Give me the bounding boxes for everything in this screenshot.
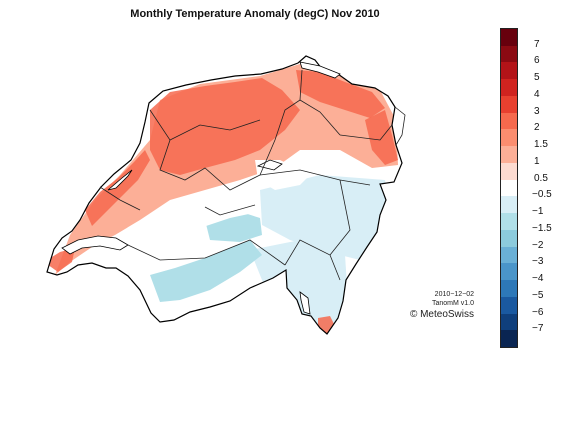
legend-swatch [501,196,517,214]
temperature-anomaly-map [46,55,406,335]
legend-label: −2 [532,239,544,251]
legend-label: −3 [532,256,544,268]
legend-label: 5 [534,72,540,84]
legend-swatch [501,162,517,181]
legend-label: −0.5 [532,189,552,201]
legend-swatch [501,95,517,114]
legend-label: 6 [534,55,540,67]
lake-geneva [61,235,129,255]
lake-maggiore [299,291,311,315]
cantonal-borders [99,69,393,281]
anomaly-zone-cool-light [260,175,395,260]
legend-swatch [501,280,517,298]
color-legend [500,28,518,348]
anomaly-zone-warm-jura [85,150,150,226]
national-border [46,55,403,335]
anomaly-zone-warm-geneva [47,248,75,272]
legend-swatch [501,112,517,130]
map-metadata: 2010−12−02 TanomM v1.0 © MeteoSwiss [388,290,474,321]
copyright-notice: © MeteoSwiss [409,309,474,320]
legend-swatch [501,229,517,248]
map-title: Monthly Temperature Anomaly (degC) Nov 2… [130,8,380,20]
neighbor-country-outline [394,106,406,146]
legend-label: 4 [534,88,540,100]
anomaly-zone-cool-valais [150,240,262,302]
product-version: TanomM v1.0 [431,300,474,307]
legend-swatch [501,45,517,63]
anomaly-zone-warm-north [150,78,300,175]
legend-swatch [501,29,517,47]
legend-swatch [501,62,517,80]
legend-label: 7 [534,38,540,50]
legend-label: 1.5 [534,139,548,151]
legend-label: 0.5 [534,172,548,184]
legend-label: 3 [534,105,540,117]
legend-label: −1.5 [532,222,552,234]
legend-label: −5 [532,289,544,301]
legend-swatch [501,330,517,348]
legend-swatch [501,129,517,147]
lake-constance [299,61,341,79]
anomaly-zone-mild-north [55,64,398,275]
legend-swatch [501,313,517,331]
anomaly-zone-warm-east [296,70,385,118]
legend-label: −6 [532,306,544,318]
legend-swatch [501,146,517,164]
issue-date: 2010−12−02 [434,291,474,298]
legend-swatch [501,179,517,197]
legend-swatch [501,79,517,97]
legend-label: −4 [532,273,544,285]
legend-swatch [501,296,517,315]
legend-label: −1 [532,206,544,218]
legend-swatch [501,246,517,264]
legend-label: −7 [532,323,544,335]
legend-label: 2 [534,122,540,134]
legend-label: 1 [534,155,540,167]
legend-swatch [501,263,517,281]
legend-swatch [501,213,517,231]
legend-labels: 7 6 5 4 3 2 1.5 1 0.5 −0.5 −1 −1.5 −2 −3 −4 −5 −6 −7 [526,0,566,440]
lake-neuchatel [107,169,133,191]
anomaly-zone-cool-south [250,240,350,330]
